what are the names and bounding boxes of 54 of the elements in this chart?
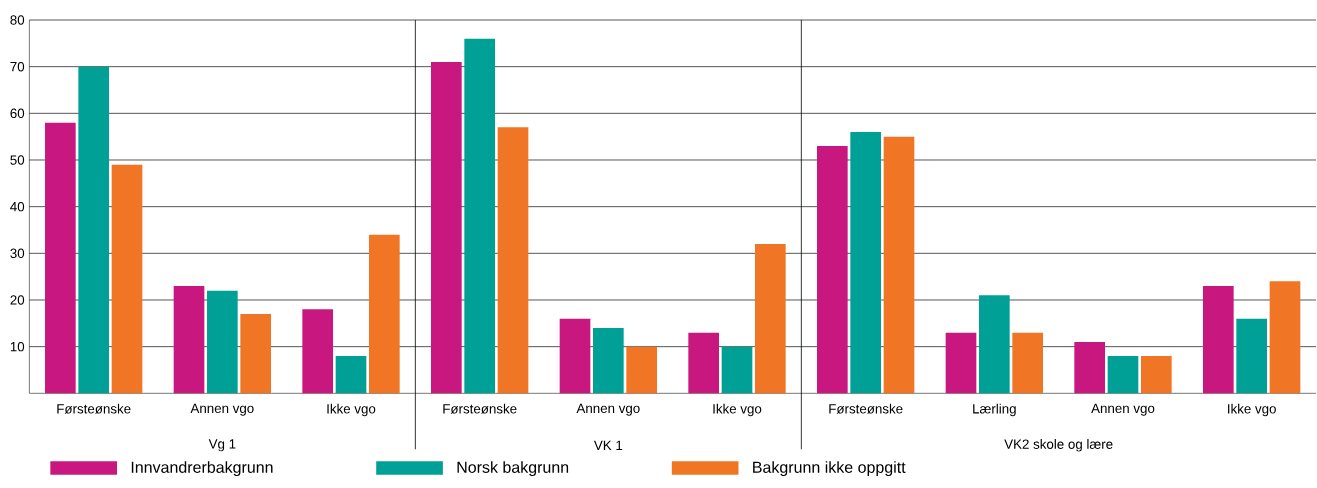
bar (979, 295, 1010, 394)
bar (850, 132, 881, 394)
bar (945, 332, 977, 394)
x-tick-label: Ikke vgo (327, 403, 376, 417)
bar (817, 145, 848, 394)
y-tick-label: 60 (10, 108, 25, 119)
bar (240, 313, 272, 394)
bar (1269, 281, 1301, 394)
bar (111, 164, 143, 394)
bar (207, 290, 238, 394)
y-tick-label: 10 (10, 341, 25, 352)
bar (1107, 355, 1139, 394)
x-tick-label: Annen vgo (1091, 403, 1155, 416)
bar (688, 332, 719, 394)
bar (721, 346, 753, 394)
bar (45, 122, 76, 394)
bar (78, 66, 110, 394)
bar (173, 285, 205, 394)
y-tick-label: 50 (10, 155, 25, 165)
bar (335, 355, 367, 394)
y-tick-label: 40 (10, 201, 25, 212)
bar (497, 127, 529, 394)
legend-label: Innvandrerbakgrunn (131, 461, 273, 477)
bar (431, 62, 462, 394)
legend-label: Norsk bakgrunn (457, 461, 569, 477)
bar (559, 318, 591, 394)
bar (883, 136, 915, 394)
y-tick-label: 30 (10, 248, 25, 259)
x-tick-label: Annen vgo (576, 403, 640, 416)
text: Vg 1 (208, 439, 236, 452)
y-tick-label: 80 (10, 15, 25, 25)
legend-label: Bakgrunn ikke oppgitt (753, 461, 906, 477)
x-tick-label: Lærling (973, 403, 1016, 417)
bar (1012, 332, 1043, 394)
bar (302, 309, 334, 394)
bar (1141, 355, 1172, 394)
y-tick-label: 70 (10, 61, 25, 72)
y-tick-label: 20 (10, 295, 25, 305)
bar (1236, 318, 1267, 394)
x-tick-label: Førsteønske (443, 403, 517, 414)
bar (464, 38, 496, 394)
bar (626, 346, 658, 394)
x-tick-label: Førsteønske (57, 403, 131, 414)
x-tick-label: Ikke vgo (713, 403, 762, 417)
bar (369, 234, 400, 394)
bar (593, 327, 624, 394)
x-tick-label: Annen vgo (190, 403, 254, 416)
x-tick-label: Førsteønske (829, 403, 903, 414)
text: VK2 skole og lære (1004, 439, 1113, 452)
bar (1074, 341, 1105, 394)
bar (1203, 285, 1234, 394)
text: VK 1 (593, 440, 623, 450)
bar (755, 243, 786, 394)
x-tick-label: Ikke vgo (1228, 403, 1276, 417)
